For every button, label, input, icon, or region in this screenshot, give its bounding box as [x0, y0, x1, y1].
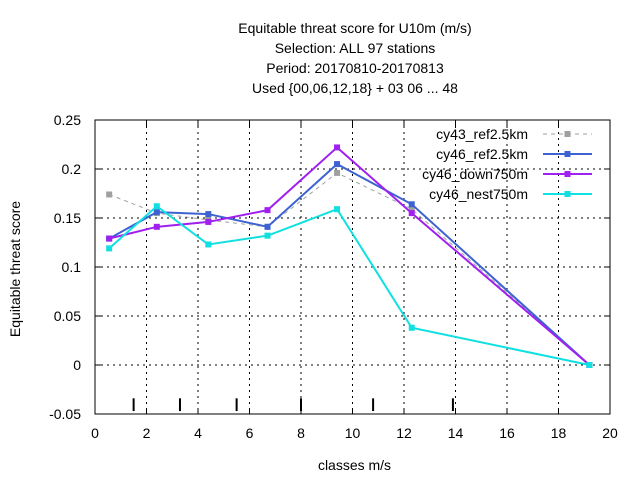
legend-marker: [564, 151, 571, 157]
title-line-4: Used {00,06,12,18} + 03 06 ... 48: [252, 80, 458, 96]
data-point-cy43_ref2.5km: [106, 191, 113, 198]
x-tick-label: 0: [91, 425, 99, 441]
legend-label: cy46_ref2.5km: [436, 146, 528, 162]
x-tick-label: 10: [345, 425, 361, 441]
x-tick-label: 8: [297, 425, 305, 441]
title-line-1: Equitable threat score for U10m (m/s): [238, 20, 472, 36]
x-tick-label: 18: [551, 425, 567, 441]
data-point-cy46_nest750m: [153, 203, 160, 210]
y-tick-label: 0.05: [54, 308, 81, 324]
x-tick-label: 14: [448, 425, 464, 441]
data-point-cy46_ref2.5km: [205, 211, 212, 218]
y-tick-label: -0.05: [49, 406, 81, 422]
y-axis-label: Equitable threat score: [7, 201, 23, 337]
x-axis-label: classes m/s: [318, 457, 391, 473]
legend-label: cy46_down750m: [422, 166, 528, 182]
title-line-3: Period: 20170810-20170813: [266, 60, 444, 76]
data-point-cy46_nest750m: [408, 324, 415, 331]
x-tick-label: 4: [194, 425, 202, 441]
data-point-cy46_down750m: [334, 144, 341, 151]
data-point-cy46_down750m: [408, 210, 415, 217]
data-point-cy43_ref2.5km: [334, 169, 341, 176]
data-point-cy46_nest750m: [205, 241, 212, 248]
data-point-cy46_down750m: [106, 235, 113, 242]
legend-marker: [564, 171, 571, 177]
y-tick-label: 0.1: [62, 259, 82, 275]
series-line-cy46_nest750m: [108, 204, 590, 366]
data-point-cy46_ref2.5km: [408, 201, 415, 208]
data-point-cy46_down750m: [205, 218, 212, 225]
x-tick-label: 20: [602, 425, 618, 441]
x-tick-label: 16: [499, 425, 515, 441]
data-point-cy46_nest750m: [586, 362, 593, 368]
data-point-cy46_down750m: [264, 207, 271, 214]
legend-label: cy43_ref2.5km: [436, 126, 528, 142]
plot-frame: [94, 119, 611, 415]
data-point-cy46_nest750m: [334, 206, 341, 213]
y-tick-label: 0: [73, 357, 81, 373]
data-point-cy43_ref2.5km: [408, 206, 415, 213]
legend-label: cy46_nest750m: [429, 186, 528, 202]
x-tick-label: 2: [143, 425, 151, 441]
title-line-2: Selection: ALL 97 stations: [274, 40, 436, 56]
y-tick-label: 0.25: [54, 112, 81, 128]
data-point-cy46_nest750m: [106, 245, 113, 252]
data-point-cy46_ref2.5km: [153, 209, 160, 216]
y-tick-label: 0.2: [62, 161, 82, 177]
data-point-cy46_down750m: [153, 223, 160, 230]
data-point-cy46_ref2.5km: [264, 223, 271, 230]
data-point-cy46_ref2.5km: [334, 161, 341, 168]
y-tick-label: 0.15: [54, 210, 81, 226]
legend-marker: [564, 191, 571, 197]
x-tick-label: 12: [396, 425, 412, 441]
data-point-cy46_nest750m: [264, 232, 271, 239]
x-tick-label: 6: [246, 425, 254, 441]
legend-marker: [564, 131, 571, 137]
